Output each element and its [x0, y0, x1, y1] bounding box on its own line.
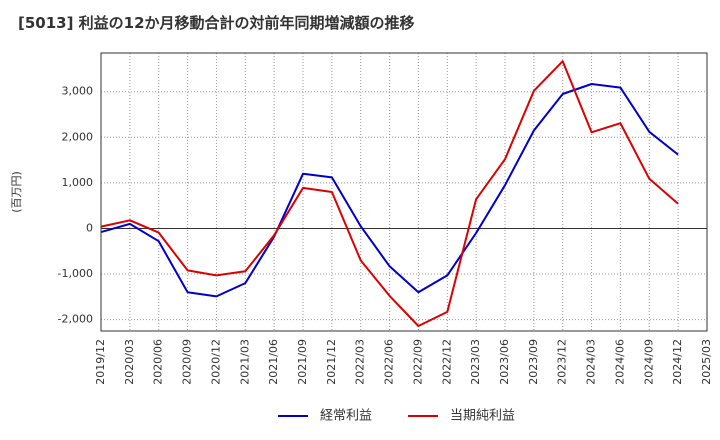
- x-tick-label: 2020/09: [181, 339, 194, 385]
- x-tick-label: 2021/12: [325, 339, 338, 385]
- x-tick-label: 2024/03: [585, 339, 598, 385]
- series-lines: [100, 60, 679, 327]
- x-tick-label: 2022/09: [411, 339, 424, 385]
- gridlines: [101, 53, 707, 331]
- x-tick-label: 2019/12: [94, 339, 107, 385]
- x-tick-label: 2020/12: [209, 339, 222, 385]
- x-tick-label: 2025/03: [700, 339, 713, 385]
- plot-frame: [100, 52, 708, 332]
- x-tick-label: 2023/09: [527, 339, 540, 385]
- chart-title: [5013] 利益の12か月移動合計の対前年同期増減額の推移: [18, 14, 415, 32]
- legend-label-1: 当期純利益: [450, 409, 515, 424]
- plot-background: [101, 53, 707, 331]
- y-tick-label: 1,000: [62, 176, 94, 189]
- x-tick-label: 2024/09: [642, 339, 655, 385]
- y-tick-label: 0: [86, 221, 93, 234]
- x-tick-label: 2021/09: [296, 339, 309, 385]
- x-tick-label: 2023/06: [498, 339, 511, 385]
- x-tick-label: 2022/03: [354, 339, 367, 385]
- x-tick-label: 2024/12: [671, 339, 684, 385]
- x-tick-label: 2024/06: [613, 339, 626, 385]
- y-tick-label: -2,000: [58, 313, 93, 326]
- y-axis-label: (百万円): [10, 171, 23, 213]
- legend-label-0: 経常利益: [320, 409, 372, 424]
- x-axis-ticks: 2019/12 2020/03 2020/06 2020/09 2020/12 2021/…: [94, 339, 713, 385]
- x-tick-label: 2022/12: [440, 339, 453, 385]
- legend: 経常利益 当期純利益: [278, 409, 515, 424]
- x-tick-label: 2023/12: [556, 339, 569, 385]
- series-line-0: [100, 83, 679, 298]
- x-tick-label: 2020/06: [152, 339, 165, 385]
- x-tick-label: 2021/06: [267, 339, 280, 385]
- x-tick-label: 2022/06: [383, 339, 396, 385]
- y-axis-ticks: -2,000 -1,000 0 1,000 2,000 3,000: [58, 85, 93, 326]
- x-tick-label: 2021/03: [238, 339, 251, 385]
- y-tick-label: -1,000: [58, 267, 93, 280]
- series-line-1: [100, 60, 679, 327]
- y-tick-label: 2,000: [62, 130, 94, 143]
- y-tick-label: 3,000: [62, 85, 94, 98]
- x-tick-label: 2020/03: [123, 339, 136, 385]
- x-tick-label: 2023/03: [469, 339, 482, 385]
